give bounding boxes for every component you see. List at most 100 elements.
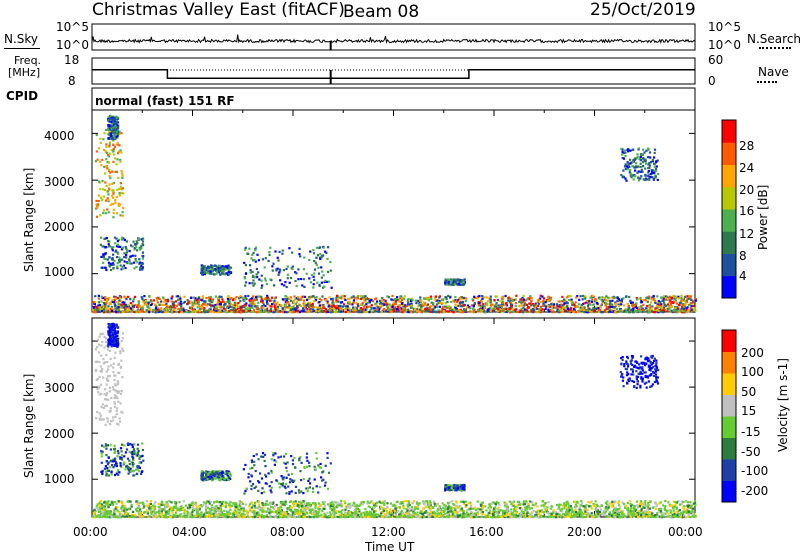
scatter-point — [111, 298, 115, 302]
scatter-point — [226, 305, 229, 308]
scatter-point — [508, 310, 511, 313]
scatter-point — [286, 296, 289, 299]
scatter-point — [593, 309, 597, 312]
scatter-point — [276, 256, 279, 259]
scatter-point — [694, 501, 697, 504]
scatter-point — [98, 304, 101, 307]
scatter-point — [106, 503, 109, 506]
scatter-point — [122, 306, 125, 309]
scatter-point — [254, 260, 257, 263]
scatter-point — [391, 294, 394, 297]
scatter-point — [521, 297, 524, 300]
scatter-point — [542, 302, 545, 305]
scatter-point — [618, 305, 621, 308]
scatter-point — [693, 515, 696, 518]
scatter-point — [445, 283, 448, 286]
scatter-point — [422, 304, 425, 307]
scatter-point — [419, 296, 422, 299]
scatter-point — [152, 299, 155, 302]
scatter-point — [318, 283, 321, 286]
scatter-point — [574, 311, 577, 314]
scatter-point — [315, 310, 318, 313]
scatter-point — [461, 283, 464, 286]
scatter-point — [221, 266, 224, 269]
scatter-point — [598, 309, 601, 312]
scatter-point — [145, 509, 148, 512]
scatter-point — [275, 306, 278, 309]
scatter-point — [688, 512, 691, 515]
scatter-point — [261, 305, 264, 308]
scatter-point — [364, 295, 367, 298]
scatter-point — [94, 295, 97, 298]
scatter-point — [367, 305, 370, 308]
scatter-point — [325, 280, 328, 283]
scatter-point — [138, 267, 142, 270]
scatter-point — [404, 304, 407, 307]
scatter-point — [592, 303, 595, 306]
scatter-point — [448, 305, 451, 308]
scatter-point — [590, 512, 593, 515]
scatter-point — [197, 304, 200, 308]
scatter-point — [250, 304, 253, 307]
scatter-point — [631, 309, 635, 312]
scatter-point — [274, 307, 277, 310]
scatter-point — [557, 309, 560, 312]
scatter-point — [228, 300, 231, 303]
scatter-point — [263, 266, 266, 269]
scatter-point — [100, 164, 103, 167]
scatter-point — [255, 273, 258, 276]
scatter-point — [114, 170, 117, 173]
scatter-point — [453, 278, 456, 281]
scatter-point — [631, 304, 634, 307]
scatter-point — [136, 249, 139, 252]
scatter-point — [320, 299, 323, 302]
scatter-point — [408, 311, 411, 314]
scatter-point — [322, 254, 325, 257]
scatter-point — [267, 503, 270, 506]
freq-unit-label: [MHz] — [8, 66, 41, 79]
scatter-point — [130, 310, 133, 313]
scatter-point — [586, 508, 589, 511]
scatter-point — [195, 509, 198, 512]
scatter-point — [484, 505, 487, 508]
scatter-point — [301, 309, 304, 312]
scatter-point — [93, 311, 96, 314]
scatter-point — [195, 508, 198, 511]
scatter-point — [269, 305, 272, 308]
scatter-point — [244, 272, 247, 275]
scatter-point — [381, 511, 384, 514]
scatter-point — [678, 514, 681, 517]
scatter-point — [244, 248, 247, 251]
scatter-point — [629, 299, 632, 302]
scatter-point — [420, 310, 423, 313]
scatter-point — [312, 286, 315, 289]
scatter-point — [457, 304, 460, 307]
scatter-point — [472, 311, 475, 314]
scatter-point — [521, 310, 524, 313]
scatter-point — [635, 310, 638, 314]
scatter-point — [590, 300, 594, 303]
scatter-point — [389, 305, 392, 308]
scatter-point — [601, 300, 605, 303]
scatter-point — [156, 301, 159, 304]
scatter-point — [608, 502, 611, 505]
scatter-point — [640, 305, 643, 308]
scatter-point — [658, 303, 661, 306]
scatter-point — [116, 128, 119, 131]
scatter-point — [501, 301, 504, 305]
scatter-point — [200, 273, 204, 276]
power-cb-tick-28: 28 — [739, 139, 755, 153]
scatter-point — [587, 300, 590, 303]
scatter-point — [105, 128, 108, 131]
scatter-point — [627, 162, 630, 165]
scatter-point — [134, 304, 137, 307]
scatter-point — [211, 272, 214, 275]
scatter-point — [316, 513, 319, 516]
scatter-point — [224, 302, 227, 305]
scatter-point — [239, 310, 242, 313]
scatter-point — [663, 301, 666, 304]
scatter-point — [370, 311, 373, 314]
scatter-point — [606, 299, 609, 302]
scatter-point — [356, 295, 359, 298]
scatter-point — [434, 298, 437, 301]
